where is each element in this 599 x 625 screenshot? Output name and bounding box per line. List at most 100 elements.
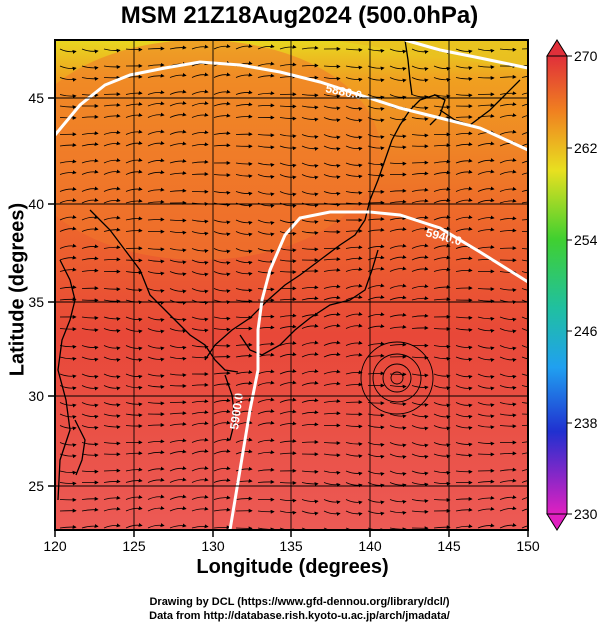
streamline <box>279 451 297 456</box>
streamline <box>81 345 99 350</box>
streamline <box>81 76 99 81</box>
streamline <box>411 442 429 448</box>
streamline <box>477 373 495 380</box>
streamline <box>411 385 429 390</box>
streamline <box>59 373 77 379</box>
streamline <box>147 494 165 500</box>
streamline <box>301 323 319 329</box>
streamline <box>521 385 528 388</box>
streamline <box>279 134 297 139</box>
streamline <box>323 369 341 375</box>
streamline <box>345 47 363 52</box>
streamline <box>235 219 253 225</box>
streamline <box>59 48 77 54</box>
streamline <box>323 105 341 111</box>
colorbar-tick-label: 238 <box>574 415 598 431</box>
x-tick-label: 120 <box>43 538 67 554</box>
streamline <box>279 62 297 67</box>
streamline <box>147 199 165 204</box>
credit-line-data: Data from http://database.rish.kyoto-u.a… <box>149 610 450 622</box>
streamline <box>411 425 429 431</box>
streamline <box>301 312 319 318</box>
streamline <box>213 190 231 195</box>
streamline <box>213 420 231 426</box>
streamline <box>147 345 165 351</box>
streamline <box>367 295 385 301</box>
y-tick-label: 40 <box>28 196 44 212</box>
streamline <box>257 380 275 386</box>
streamline <box>323 267 341 272</box>
streamline <box>213 231 231 237</box>
streamline <box>191 130 209 135</box>
streamline <box>389 94 407 100</box>
streamline <box>103 245 121 250</box>
colorbar-tick-label: 262 <box>574 140 598 156</box>
colorbar-tick-label: 270 <box>574 48 598 64</box>
streamline <box>147 170 165 175</box>
streamline <box>191 477 209 483</box>
streamline <box>279 162 297 168</box>
streamline <box>235 90 253 95</box>
streamline <box>213 466 231 472</box>
streamline <box>411 453 429 459</box>
streamline <box>323 323 341 329</box>
streamline <box>279 313 297 318</box>
streamline <box>389 255 407 261</box>
streamline <box>301 191 319 197</box>
streamline <box>367 453 385 459</box>
streamline <box>345 340 363 346</box>
colorbar-tick-label: 230 <box>574 506 598 522</box>
streamline <box>455 402 473 408</box>
streamline <box>169 89 187 95</box>
streamline <box>521 508 528 512</box>
streamline <box>213 259 231 266</box>
streamline <box>477 316 495 321</box>
streamline <box>301 398 319 403</box>
contour-label-5900: 5900.0 <box>227 392 246 431</box>
streamline <box>103 287 121 292</box>
streamline <box>235 342 253 347</box>
streamline <box>499 495 517 500</box>
streamline <box>477 385 495 391</box>
streamline <box>455 496 473 501</box>
streamline <box>235 162 253 167</box>
streamline <box>367 401 385 406</box>
streamline <box>499 402 517 407</box>
streamline <box>499 102 517 107</box>
cool-region <box>330 40 528 70</box>
streamline <box>169 141 187 147</box>
streamline <box>103 65 121 70</box>
streamline <box>367 425 385 430</box>
streamline <box>389 510 407 515</box>
streamline <box>521 219 528 221</box>
streamline <box>103 257 121 262</box>
streamline <box>323 76 341 81</box>
streamline <box>169 449 187 455</box>
streamline <box>169 112 187 118</box>
streamline <box>81 197 99 204</box>
streamline <box>345 470 363 476</box>
streamline <box>323 174 341 180</box>
streamline <box>279 421 297 426</box>
streamline <box>257 191 275 197</box>
streamline <box>301 134 319 140</box>
streamline <box>345 499 363 505</box>
streamline <box>455 65 473 71</box>
streamline <box>213 449 231 455</box>
streamline <box>389 199 407 204</box>
streamline <box>345 352 363 358</box>
streamline <box>103 130 121 135</box>
x-tick-label: 150 <box>516 538 540 554</box>
streamline <box>367 117 385 123</box>
y-tick-label: 25 <box>28 478 44 494</box>
streamline <box>477 356 495 362</box>
streamline <box>389 470 407 476</box>
streamline <box>81 385 99 391</box>
y-tick-label: 45 <box>28 90 44 106</box>
streamline <box>367 324 385 329</box>
streamline <box>81 142 99 147</box>
streamline <box>59 356 77 361</box>
streamline <box>367 244 385 249</box>
streamline <box>323 510 341 516</box>
